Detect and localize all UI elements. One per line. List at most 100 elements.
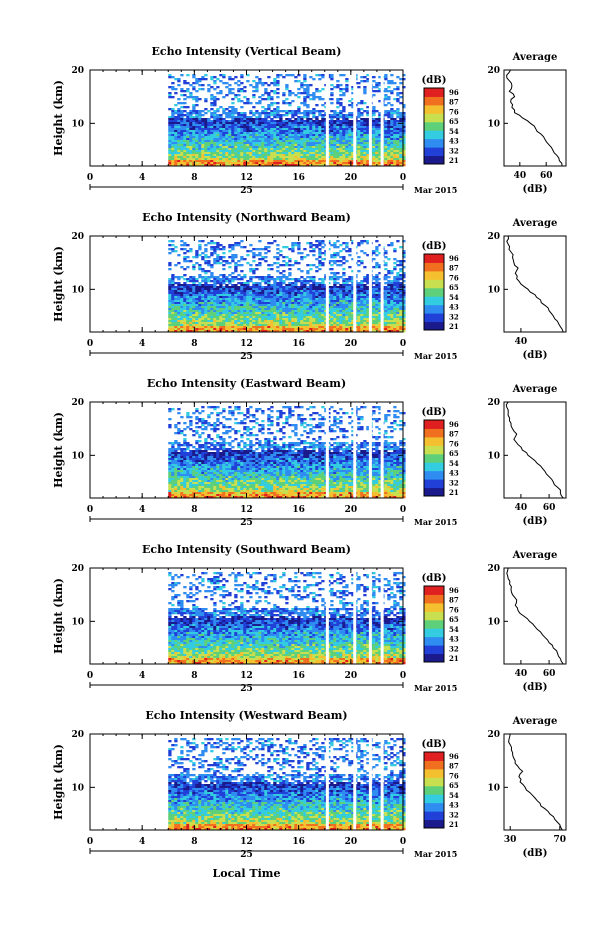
heatmap-cell: [195, 120, 199, 123]
heatmap-cell: [303, 88, 307, 91]
heatmap-cell: [192, 106, 196, 109]
heatmap-cell: [315, 300, 319, 303]
heatmap-cell: [402, 106, 406, 109]
heatmap-cell: [225, 148, 229, 151]
x-tick-label: 0: [87, 173, 93, 183]
heatmap-cell: [282, 126, 286, 129]
heatmap-cell: [207, 128, 211, 131]
heatmap-cell: [171, 316, 175, 319]
heatmap-cell: [294, 164, 298, 167]
heatmap-cell: [276, 164, 280, 167]
heatmap-cell: [375, 326, 379, 329]
heatmap-cell: [267, 322, 271, 325]
heatmap-cell: [333, 242, 337, 245]
heatmap-cell: [207, 156, 211, 159]
heatmap-cell: [303, 312, 307, 315]
heatmap-cell: [270, 126, 274, 129]
heatmap-cell: [288, 264, 292, 267]
heatmap-cell: [300, 304, 304, 307]
heatmap-cell: [312, 140, 316, 143]
heatmap-cell: [285, 284, 289, 287]
heatmap-cell: [240, 322, 244, 325]
heatmap-cell: [246, 136, 250, 139]
colorbar-swatch: [424, 88, 444, 97]
heatmap-cell: [273, 292, 277, 295]
heatmap-cell: [189, 160, 193, 163]
heatmap-cell: [336, 98, 340, 101]
heatmap-cell: [393, 142, 397, 145]
heatmap-cell: [309, 112, 313, 115]
heatmap-cell: [393, 158, 397, 161]
heatmap-cell: [300, 120, 304, 123]
heatmap-cell: [333, 146, 337, 149]
heatmap-cell: [171, 328, 175, 331]
heatmap-cell: [276, 142, 280, 145]
heatmap-cell: [213, 330, 217, 333]
heatmap-cell: [279, 152, 283, 155]
heatmap-cell: [195, 156, 199, 159]
heatmap-cell: [231, 314, 235, 317]
heatmap-cell: [333, 324, 337, 327]
heatmap-cell: [168, 296, 172, 299]
heatmap-cell: [294, 300, 298, 303]
heatmap-cell: [378, 130, 382, 133]
heatmap-cell: [291, 290, 295, 293]
colorbar-tick-label: 96: [449, 88, 459, 97]
heatmap-cell: [318, 254, 322, 257]
heatmap-cell: [387, 122, 391, 125]
heatmap-cell: [216, 144, 220, 147]
heatmap-cell: [246, 158, 250, 161]
heatmap-cell: [258, 324, 262, 327]
heatmap-cell: [246, 304, 250, 307]
heatmap-cell: [384, 148, 388, 151]
heatmap-cell: [177, 296, 181, 299]
heatmap-cell: [267, 158, 271, 161]
heatmap-cell: [327, 144, 331, 147]
heatmap-cell: [330, 302, 334, 305]
heatmap-cell: [222, 150, 226, 153]
heatmap-cell: [339, 148, 343, 151]
heatmap-cell: [306, 106, 310, 109]
heatmap-cell: [237, 302, 241, 305]
heatmap-cell: [207, 284, 211, 287]
heatmap-cell: [351, 88, 355, 91]
heatmap-cell: [198, 328, 202, 331]
heatmap-cell: [309, 160, 313, 163]
heatmap-cell: [339, 310, 343, 313]
heatmap-cell: [351, 150, 355, 153]
heatmap-cell: [291, 248, 295, 251]
heatmap-cell: [333, 330, 337, 333]
heatmap-cell: [351, 152, 355, 155]
heatmap-cell: [276, 102, 280, 105]
heatmap-cell: [171, 154, 175, 157]
heatmap-cell: [225, 308, 229, 311]
heatmap-cell: [387, 150, 391, 153]
heatmap-cell: [384, 78, 388, 81]
heatmap-cell: [240, 138, 244, 141]
heatmap-cell: [294, 290, 298, 293]
heatmap-cell: [348, 134, 352, 137]
heatmap-cell: [198, 306, 202, 309]
heatmap-cell: [363, 164, 367, 167]
heatmap-cell: [390, 142, 394, 145]
heatmap-cell: [246, 300, 250, 303]
heatmap-cell: [177, 318, 181, 321]
heatmap-cell: [288, 310, 292, 313]
heatmap-cell: [237, 94, 241, 97]
heatmap-cell: [309, 324, 313, 327]
heatmap-cell: [261, 156, 265, 159]
heatmap-cell: [336, 246, 340, 249]
heatmap-cell: [234, 284, 238, 287]
heatmap-cell: [225, 284, 229, 287]
heatmap-cell: [267, 320, 271, 323]
heatmap-cell: [174, 104, 178, 107]
heatmap-cell: [282, 308, 286, 311]
heatmap-cell: [267, 274, 271, 277]
heatmap-cell: [234, 160, 238, 163]
heatmap-cell: [279, 304, 283, 307]
heatmap-cell: [282, 324, 286, 327]
heatmap-cell: [378, 132, 382, 135]
heatmap-cell: [222, 112, 226, 115]
heatmap-cell: [363, 328, 367, 331]
heatmap-cell: [186, 158, 190, 161]
